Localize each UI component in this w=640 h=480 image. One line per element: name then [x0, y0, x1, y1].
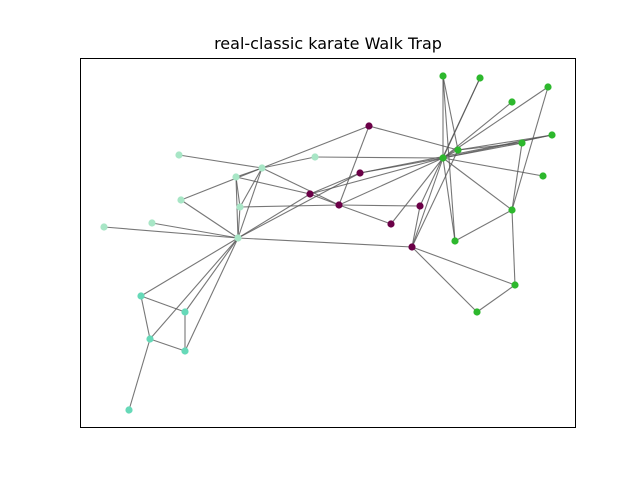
- edge-g3-g10: [511, 86, 549, 211]
- node-p6: [387, 220, 395, 228]
- edge-t3-t5: [128, 338, 151, 411]
- edge-l9-t3: [149, 237, 239, 340]
- edge-l1-l3: [178, 154, 263, 169]
- node-p2: [356, 169, 364, 177]
- edge-g13-p7: [411, 246, 478, 313]
- edge-g2-p5: [419, 77, 481, 207]
- edge-p4-p6: [338, 204, 392, 225]
- edge-l9-t4: [184, 237, 239, 352]
- edge-l9-t2: [184, 237, 239, 313]
- node-l9: [234, 234, 242, 242]
- node-l6: [236, 203, 244, 211]
- edge-g8-l2: [314, 156, 444, 159]
- node-t4: [181, 347, 189, 355]
- node-g12: [511, 281, 519, 289]
- edge-g12-p7: [411, 246, 516, 286]
- edge-l3-l5: [180, 167, 263, 201]
- edge-l3-l6: [239, 167, 263, 208]
- node-l8: [100, 223, 108, 231]
- node-g2: [476, 74, 484, 82]
- node-t2: [181, 308, 189, 316]
- node-p1: [365, 122, 373, 130]
- edge-l3-l9: [237, 167, 263, 239]
- node-g9: [539, 172, 547, 180]
- node-g6: [518, 139, 526, 147]
- edge-g8-g11: [442, 157, 456, 242]
- edge-p4-l6: [239, 204, 340, 208]
- edge-g6-g8: [442, 142, 523, 159]
- edge-g8-p2: [359, 157, 444, 174]
- node-p7: [408, 243, 416, 251]
- node-g4: [508, 98, 516, 106]
- edge-g1-g11: [442, 75, 456, 242]
- edge-g7-p1: [368, 125, 459, 151]
- edge-g6-g10: [511, 142, 523, 211]
- edge-g8-p4: [338, 157, 444, 206]
- node-l3: [258, 164, 266, 172]
- edge-g6-g7: [457, 142, 523, 151]
- edge-g8-g9: [442, 157, 544, 177]
- node-g3: [544, 83, 552, 91]
- edge-g8-p7: [411, 157, 444, 248]
- node-g11: [451, 237, 459, 245]
- edge-p7-l9: [237, 237, 413, 248]
- edge-g1-g7: [442, 75, 459, 151]
- node-t3: [146, 335, 154, 343]
- plot-frame: [80, 58, 576, 428]
- node-g13: [473, 308, 481, 316]
- node-t5: [125, 406, 133, 414]
- edge-l8-l9: [103, 226, 239, 239]
- edge-g8-p6: [390, 157, 444, 225]
- node-g10: [508, 206, 516, 214]
- chart-title: real-classic karate Walk Trap: [214, 34, 442, 53]
- edge-g10-g12: [511, 209, 516, 286]
- edge-l5-l9: [180, 199, 239, 239]
- edge-t1-t2: [140, 295, 186, 313]
- edge-g5-g7: [457, 134, 553, 151]
- node-l4: [232, 173, 240, 181]
- edge-p3-l9: [237, 193, 311, 239]
- node-l2: [311, 153, 319, 161]
- edge-p2-p3: [309, 172, 361, 195]
- node-t1: [137, 292, 145, 300]
- edge-g8-g10: [442, 157, 513, 211]
- edge-t1-t3: [140, 295, 151, 340]
- edge-l7-l9: [151, 222, 239, 239]
- edge-p5-p7: [411, 205, 421, 248]
- edge-p1-p4: [338, 125, 370, 206]
- node-g1: [439, 72, 447, 80]
- node-l5: [177, 196, 185, 204]
- edge-p1-l3: [261, 125, 370, 169]
- node-p3: [306, 190, 314, 198]
- edge-g10-g11: [454, 209, 513, 242]
- edge-l6-l9: [237, 206, 241, 239]
- node-l7: [148, 219, 156, 227]
- node-l1: [175, 151, 183, 159]
- node-g5: [548, 131, 556, 139]
- edge-l9-t1: [140, 237, 239, 297]
- edges-layer: [103, 75, 553, 411]
- node-g8: [439, 154, 447, 162]
- edge-p4-p5: [338, 204, 421, 207]
- edge-p3-l4: [235, 176, 311, 195]
- edge-g12-g13: [476, 284, 516, 313]
- edge-l2-l3: [261, 156, 316, 169]
- edge-t3-t4: [149, 338, 186, 352]
- edge-g7-p7: [411, 149, 459, 248]
- edge-p4-l3: [261, 167, 340, 206]
- node-g7: [454, 146, 462, 154]
- node-p4: [335, 201, 343, 209]
- edge-g3-g8: [442, 86, 549, 159]
- nodes-layer: [100, 72, 556, 414]
- node-p5: [416, 202, 424, 210]
